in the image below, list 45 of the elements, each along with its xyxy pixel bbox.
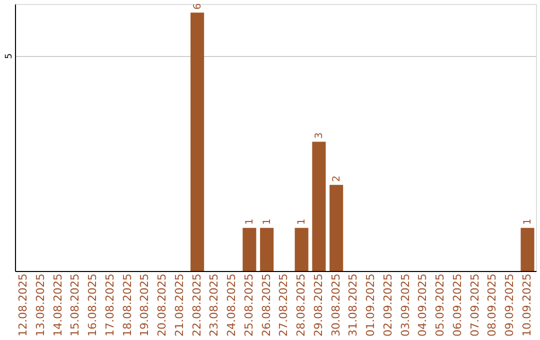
x-tick-label: 10.09.2025: [520, 274, 534, 336]
x-tick-label: 26.08.2025: [260, 274, 273, 336]
x-tick-label: 03.09.2025: [398, 274, 412, 336]
bar: [520, 228, 534, 271]
x-tick-label: 04.09.2025: [416, 274, 430, 336]
x-tick-label: 12.08.2025: [16, 274, 30, 336]
x-tick-label: 14.08.2025: [51, 274, 64, 336]
x-tick-label: 06.09.2025: [450, 274, 464, 336]
data-label: 2: [331, 175, 342, 182]
x-tick-label: 18.08.2025: [120, 274, 134, 336]
x-tick-label: 22.08.2025: [190, 274, 204, 336]
bar: [330, 184, 344, 271]
x-tick-label: 19.08.2025: [138, 274, 152, 336]
x-tick-label: 01.09.2025: [364, 274, 378, 336]
data-label: 1: [522, 218, 534, 225]
x-tick-label: 25.08.2025: [242, 274, 256, 336]
x-tick-label: 29.08.2025: [312, 274, 325, 336]
data-label: 1: [262, 218, 273, 225]
x-tick-label: 30.08.2025: [329, 274, 342, 336]
x-tick-label: 09.09.2025: [503, 274, 516, 336]
x-tick-label: 07.09.2025: [468, 274, 482, 336]
x-tick-label: 05.09.2025: [434, 274, 447, 336]
x-tick-label: 15.08.2025: [68, 274, 82, 336]
x-tick-label: 21.08.2025: [172, 274, 186, 336]
x-tick-label: 13.08.2025: [34, 274, 47, 336]
x-tick-label: 23.08.2025: [208, 274, 221, 336]
data-label: 3: [314, 132, 325, 139]
bar: [190, 12, 204, 271]
x-tick-label: 31.08.2025: [346, 274, 360, 336]
data-label: 1: [244, 218, 256, 225]
x-tick-label: 27.08.2025: [277, 274, 290, 336]
x-tick-label: 28.08.2025: [294, 274, 308, 336]
y-tick-label: 5: [4, 53, 14, 60]
x-tick-label: 02.09.2025: [381, 274, 394, 336]
data-label: 1: [296, 218, 308, 225]
data-label: 6: [192, 3, 204, 10]
x-tick-label: 17.08.2025: [103, 274, 116, 336]
x-tick-label: 20.08.2025: [156, 274, 169, 336]
x-tick-label: 16.08.2025: [86, 274, 100, 336]
bar: [312, 142, 326, 271]
x-tick-label: 08.09.2025: [486, 274, 499, 336]
bar: [294, 228, 308, 271]
x-tick-label: 24.08.2025: [225, 274, 238, 336]
bar: [242, 228, 256, 271]
bar: [260, 228, 274, 271]
